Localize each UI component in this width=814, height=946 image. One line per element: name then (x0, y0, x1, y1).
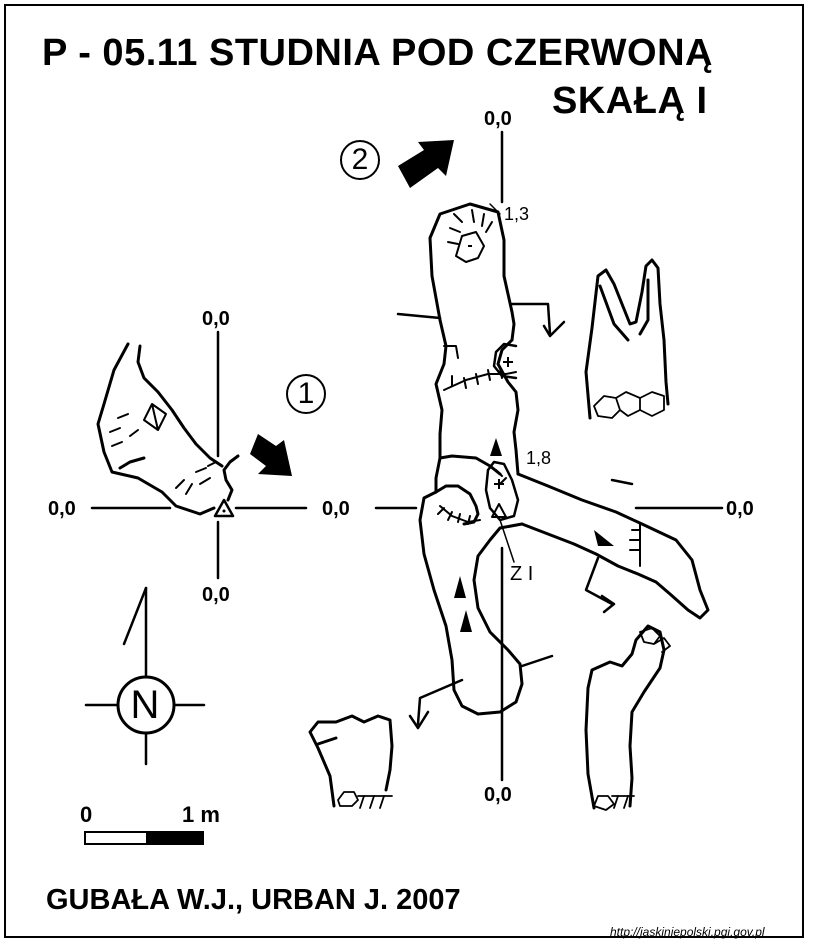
cross-section-lower-left (308, 714, 394, 809)
scale-end-label: 1 m (182, 802, 220, 827)
section-line-crossing (610, 478, 634, 486)
section-line-upper-right (510, 302, 552, 336)
section-line-lower-centre (520, 654, 554, 668)
fixed-point-label: Z I (510, 563, 534, 585)
section-label-right-right: 0,0 (726, 498, 754, 520)
fixed-point-z1-triangle (491, 503, 507, 518)
section-arrow-upper (542, 320, 566, 338)
section-label-right-top: 0,0 (484, 108, 512, 130)
section-line-upper-left (396, 312, 442, 320)
section-label-right-bottom: 0,0 (484, 784, 512, 806)
section-line-lower-left (416, 678, 464, 726)
entrance-2-arrow (398, 140, 454, 188)
section-label-left-right: 0,0 (322, 498, 350, 520)
authors-credit: GUBAŁA W.J., URBAN J. 2007 (46, 884, 461, 916)
slope-triangle-2 (454, 576, 466, 598)
entrance-1-arrow (250, 434, 292, 476)
slope-triangle-3 (460, 610, 472, 632)
scale-bar-black-segment (146, 833, 204, 843)
depth-label-middle: 1,8 (526, 448, 552, 468)
left-fixed-point-triangle (213, 498, 235, 518)
source-url[interactable]: http://jaskiniepolski.pgi.gov.pl (610, 925, 765, 939)
section-label-left-bottom: 0,0 (202, 584, 230, 606)
left-cave-hatching (109, 413, 217, 495)
section-label-left-top: 0,0 (202, 308, 230, 330)
entrance-1-marker: 1 (286, 374, 326, 414)
cross-section-upper-right (584, 258, 670, 420)
title-line-2: SKAŁĄ I (552, 80, 708, 122)
map-frame (4, 4, 804, 938)
entrance-2-marker: 2 (340, 140, 380, 180)
section-line-lower-right (584, 556, 614, 606)
section-arrow-lower-right (600, 594, 616, 614)
left-cave-outline (96, 342, 240, 516)
main-cave-hatching (437, 209, 641, 567)
central-rock-outline (484, 460, 520, 522)
left-cave-rock (143, 403, 167, 431)
slope-triangle-1 (490, 438, 502, 456)
section-arrow-lower-left (408, 710, 430, 730)
fixed-point-leader (499, 519, 515, 563)
upper-slope-feature (492, 342, 518, 380)
north-sign (84, 586, 206, 766)
cross-section-lower-right (584, 624, 671, 811)
scale-start-label: 0 (80, 802, 93, 827)
depth-label-upper: 1,3 (504, 204, 530, 224)
north-letter: N (130, 683, 160, 727)
section-label-left-left: 0,0 (48, 498, 76, 520)
title-line-1: P - 05.11 STUDNIA POD CZERWONĄ (42, 32, 713, 74)
main-cave-outline (418, 202, 710, 716)
depth-leader-upper (489, 203, 501, 215)
slope-triangle-4 (594, 530, 614, 546)
scale-bar (84, 831, 204, 845)
